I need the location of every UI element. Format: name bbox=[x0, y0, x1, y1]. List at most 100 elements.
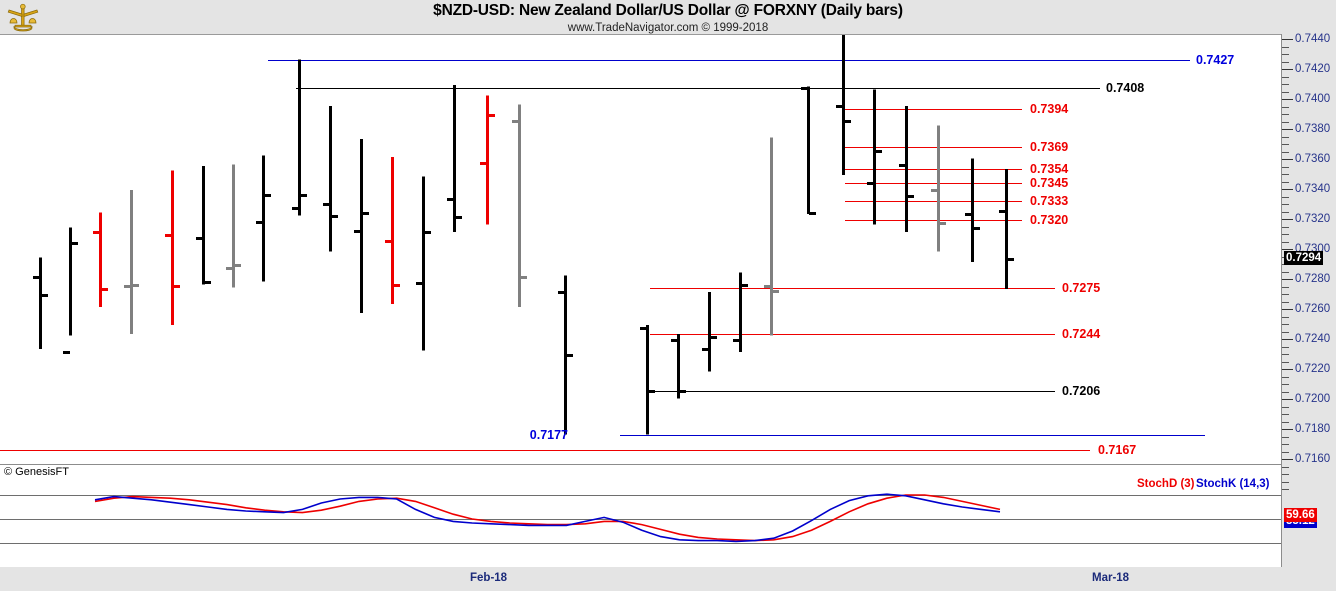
ohlc-bar[interactable] bbox=[385, 157, 400, 305]
ohlc-bar[interactable] bbox=[899, 106, 914, 233]
axis-major-tick bbox=[1282, 279, 1293, 281]
price-level-label: 0.7244 bbox=[1062, 327, 1101, 342]
axis-minor-tick bbox=[1282, 76, 1289, 78]
axis-minor-tick bbox=[1282, 324, 1289, 326]
ohlc-bar[interactable] bbox=[801, 86, 816, 216]
ohlc-bar[interactable] bbox=[965, 158, 980, 263]
axis-major-tick bbox=[1282, 339, 1293, 341]
axis-minor-tick bbox=[1282, 481, 1289, 483]
axis-minor-tick bbox=[1282, 91, 1289, 93]
price-level-label: 0.7333 bbox=[1030, 193, 1069, 208]
stochastic-pane[interactable]: © GenesisFT StochD (3) StochK (14,3) bbox=[0, 464, 1281, 569]
ohlc-bar[interactable] bbox=[165, 170, 180, 326]
ohlc-bar[interactable] bbox=[447, 85, 462, 233]
chart-subtitle: www.TradeNavigator.com © 1999-2018 bbox=[567, 22, 769, 34]
axis-minor-tick bbox=[1282, 144, 1289, 146]
axis-price-label: 0.7240 bbox=[1295, 333, 1331, 346]
axis-price-label: 0.7160 bbox=[1295, 453, 1331, 466]
ohlc-bar[interactable] bbox=[671, 334, 686, 399]
axis-minor-tick bbox=[1282, 181, 1289, 183]
axis-minor-tick bbox=[1282, 451, 1289, 453]
price-level-label: 0.7177 bbox=[529, 427, 568, 442]
axis-minor-tick bbox=[1282, 316, 1289, 318]
ohlc-bar[interactable] bbox=[702, 292, 717, 372]
price-axis[interactable]: 0.7440 0.7420 0.7400 0.7380 0.7360 0.7340 0.73… bbox=[1281, 33, 1336, 567]
ohlc-bar[interactable] bbox=[480, 95, 495, 225]
axis-minor-tick bbox=[1282, 421, 1289, 423]
price-level-label: 0.7354 bbox=[1030, 162, 1069, 177]
axis-minor-tick bbox=[1282, 54, 1289, 56]
ohlc-bar[interactable] bbox=[416, 176, 431, 351]
ohlc-bar[interactable] bbox=[836, 35, 851, 176]
ohlc-bar[interactable] bbox=[640, 325, 655, 435]
ohlc-bar[interactable] bbox=[292, 59, 307, 216]
axis-price-label: 0.7200 bbox=[1295, 393, 1331, 406]
axis-price-label: 0.7360 bbox=[1295, 153, 1331, 166]
axis-minor-tick bbox=[1282, 151, 1289, 153]
axis-minor-tick bbox=[1282, 294, 1289, 296]
ohlc-bar[interactable] bbox=[999, 169, 1014, 290]
axis-major-tick bbox=[1282, 399, 1293, 401]
axis-minor-tick bbox=[1282, 234, 1289, 236]
ohlc-bar[interactable] bbox=[867, 89, 882, 225]
price-level-label: 0.7206 bbox=[1062, 384, 1101, 399]
axis-minor-tick bbox=[1282, 346, 1289, 348]
ohlc-bar[interactable] bbox=[63, 227, 78, 355]
axis-price-label: 0.7180 bbox=[1295, 423, 1331, 436]
axis-minor-tick bbox=[1282, 226, 1289, 228]
ohlc-bar[interactable] bbox=[733, 272, 748, 353]
axis-minor-tick bbox=[1282, 489, 1289, 491]
current-price-badge: 0.7294 bbox=[1284, 251, 1324, 266]
axis-major-tick bbox=[1282, 189, 1293, 191]
axis-minor-tick bbox=[1282, 391, 1289, 393]
axis-price-label: 0.7260 bbox=[1295, 303, 1331, 316]
axis-price-label: 0.7440 bbox=[1295, 33, 1331, 46]
price-level-label: 0.7408 bbox=[1106, 81, 1145, 96]
anchor-scales-logo-icon bbox=[4, 1, 42, 33]
ohlc-bar[interactable] bbox=[764, 137, 779, 336]
price-level-label: 0.7320 bbox=[1030, 213, 1069, 228]
ohlc-bar[interactable] bbox=[256, 155, 271, 282]
axis-minor-tick bbox=[1282, 114, 1289, 116]
axis-minor-tick bbox=[1282, 406, 1289, 408]
price-level-label: 0.7427 bbox=[1196, 52, 1235, 67]
price-chart-pane[interactable]: 0.7427 0.7408 0.7394 0.7369 0.7354 0.7345 0.73… bbox=[0, 34, 1281, 465]
axis-minor-tick bbox=[1282, 474, 1289, 476]
axis-minor-tick bbox=[1282, 331, 1289, 333]
ohlc-bar[interactable] bbox=[558, 275, 573, 435]
axis-minor-tick bbox=[1282, 354, 1289, 356]
axis-minor-tick bbox=[1282, 106, 1289, 108]
axis-minor-tick bbox=[1282, 384, 1289, 386]
axis-minor-tick bbox=[1282, 46, 1289, 48]
stoch-d-legend: StochD (3) bbox=[1137, 478, 1195, 490]
axis-price-label: 0.7420 bbox=[1295, 63, 1331, 76]
ohlc-bar[interactable] bbox=[226, 164, 241, 288]
ohlc-bar[interactable] bbox=[33, 257, 48, 350]
axis-minor-tick bbox=[1282, 84, 1289, 86]
stoch-d-badge: 59.66 bbox=[1284, 508, 1317, 522]
axis-minor-tick bbox=[1282, 271, 1289, 273]
axis-minor-tick bbox=[1282, 436, 1289, 438]
axis-major-tick bbox=[1282, 99, 1293, 101]
axis-minor-tick bbox=[1282, 466, 1289, 468]
ohlc-bar[interactable] bbox=[323, 106, 338, 252]
ohlc-bar[interactable] bbox=[196, 166, 211, 285]
ohlc-bar[interactable] bbox=[512, 104, 527, 308]
stoch-k-legend: StochK (14,3) bbox=[1196, 478, 1270, 490]
axis-minor-tick bbox=[1282, 121, 1289, 123]
axis-price-label: 0.7400 bbox=[1295, 93, 1331, 106]
axis-price-label: 0.7320 bbox=[1295, 213, 1331, 226]
axis-minor-tick bbox=[1282, 61, 1289, 63]
price-level-label: 0.7394 bbox=[1030, 102, 1069, 117]
ohlc-bar[interactable] bbox=[124, 190, 139, 335]
ohlc-bar[interactable] bbox=[931, 125, 946, 252]
stochastic-plot bbox=[0, 493, 1281, 544]
price-level-label: 0.7167 bbox=[1098, 442, 1137, 457]
axis-price-label: 0.7380 bbox=[1295, 123, 1331, 136]
ohlc-bar[interactable] bbox=[93, 212, 108, 308]
axis-major-tick bbox=[1282, 219, 1293, 221]
axis-minor-tick bbox=[1282, 361, 1289, 363]
ohlc-bar[interactable] bbox=[354, 139, 369, 314]
axis-major-tick bbox=[1282, 249, 1293, 251]
